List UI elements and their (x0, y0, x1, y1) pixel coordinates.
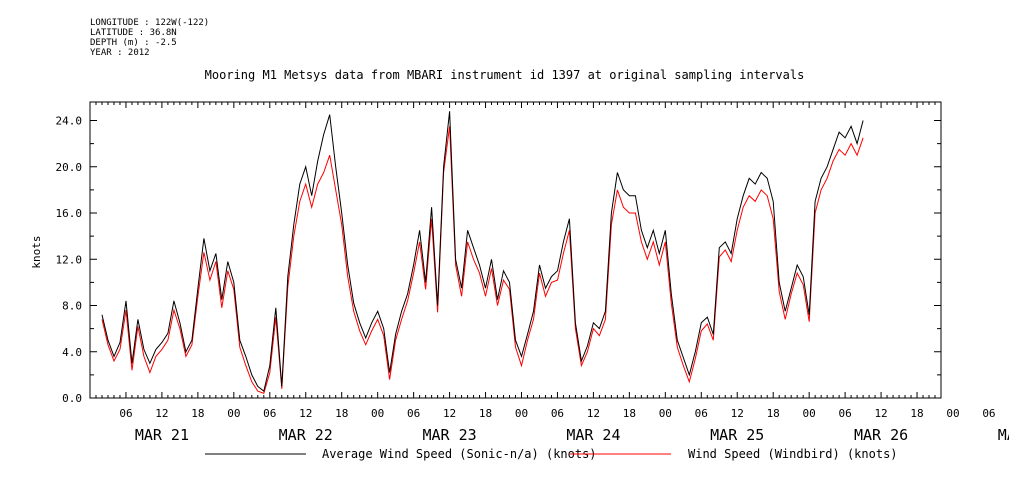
y-tick-label: 24.0 (56, 115, 83, 128)
chart-title: Mooring M1 Metsys data from MBARI instru… (204, 68, 805, 82)
x-day-label: MAR 23 (422, 426, 476, 444)
year-label: YEAR : 2012 (90, 48, 150, 58)
x-hour-tick-label: 12 (443, 407, 456, 420)
x-hour-tick-label: 06 (551, 407, 564, 420)
x-hour-tick-label: 00 (946, 407, 959, 420)
x-hour-tick-label: 00 (227, 407, 240, 420)
x-hour-tick-label: 00 (515, 407, 528, 420)
x-day-label: MAR 22 (279, 426, 333, 444)
x-hour-tick-label: 18 (623, 407, 636, 420)
x-hour-tick-label: 12 (731, 407, 744, 420)
x-axis: 06 12 18 00 06 12 18 00 06 12 18 00 06 12 18 00 06 12 18 00… (89, 102, 1009, 444)
x-hour-tick-label: 18 (335, 407, 348, 420)
x-hour-tick-label: 06 (407, 407, 420, 420)
series-line-windbird-wind-speed (101, 126, 864, 395)
x-hour-tick-label: 06 (263, 407, 276, 420)
y-tick-label: 16.0 (56, 207, 83, 220)
series-line-average-wind-speed (101, 111, 864, 392)
series-layer (101, 111, 864, 395)
y-tick-label: 20.0 (56, 161, 83, 174)
x-hour-tick-label: 06 (838, 407, 851, 420)
depth-label: DEPTH (m) : -2.5 (90, 38, 177, 48)
y-tick-label: 8.0 (62, 300, 82, 313)
y-tick-label: 4.0 (62, 346, 82, 359)
x-hour-tick-label: 06 (119, 407, 132, 420)
x-day-label: MAR 21 (135, 426, 189, 444)
x-hour-tick-label: 00 (659, 407, 672, 420)
x-hour-tick-label: 18 (767, 407, 780, 420)
x-hour-tick-label: 06 (982, 407, 995, 420)
x-hour-tick-label: 00 (371, 407, 384, 420)
longitude-label: LONGITUDE : 122W(-122) (90, 18, 210, 28)
x-hour-tick-label: 12 (299, 407, 312, 420)
x-hour-tick-label: 12 (155, 407, 168, 420)
legend: Average Wind Speed (Sonic-n/a) (knots) W… (205, 447, 898, 461)
x-hour-tick-label: 00 (803, 407, 816, 420)
legend-label-average: Average Wind Speed (Sonic-n/a) (knots) (322, 447, 597, 461)
x-hour-tick-label: 12 (874, 407, 887, 420)
y-tick-label: 12.0 (56, 253, 83, 266)
x-day-label: MAR 25 (710, 426, 764, 444)
latitude-label: LATITUDE : 36.8N (90, 28, 177, 38)
x-hour-tick-label: 18 (910, 407, 923, 420)
x-hour-tick-label: 06 (695, 407, 708, 420)
x-day-label: MAR 26 (854, 426, 908, 444)
metadata-block: LONGITUDE : 122W(-122) LATITUDE : 36.8N … (90, 18, 209, 58)
y-tick-label: 0.0 (62, 392, 82, 405)
legend-label-windbird: Wind Speed (Windbird) (knots) (688, 447, 898, 461)
x-hour-tick-label: 12 (587, 407, 600, 420)
x-day-label: MAR 27 (998, 426, 1009, 444)
x-day-label: MAR 24 (566, 426, 620, 444)
x-hour-tick-label: 18 (479, 407, 492, 420)
y-axis-label: knots (30, 235, 43, 268)
y-axis: 0.0 4.0 8.0 12.0 16.0 20.0 24.0 (56, 115, 941, 405)
x-hour-tick-label: 18 (191, 407, 204, 420)
